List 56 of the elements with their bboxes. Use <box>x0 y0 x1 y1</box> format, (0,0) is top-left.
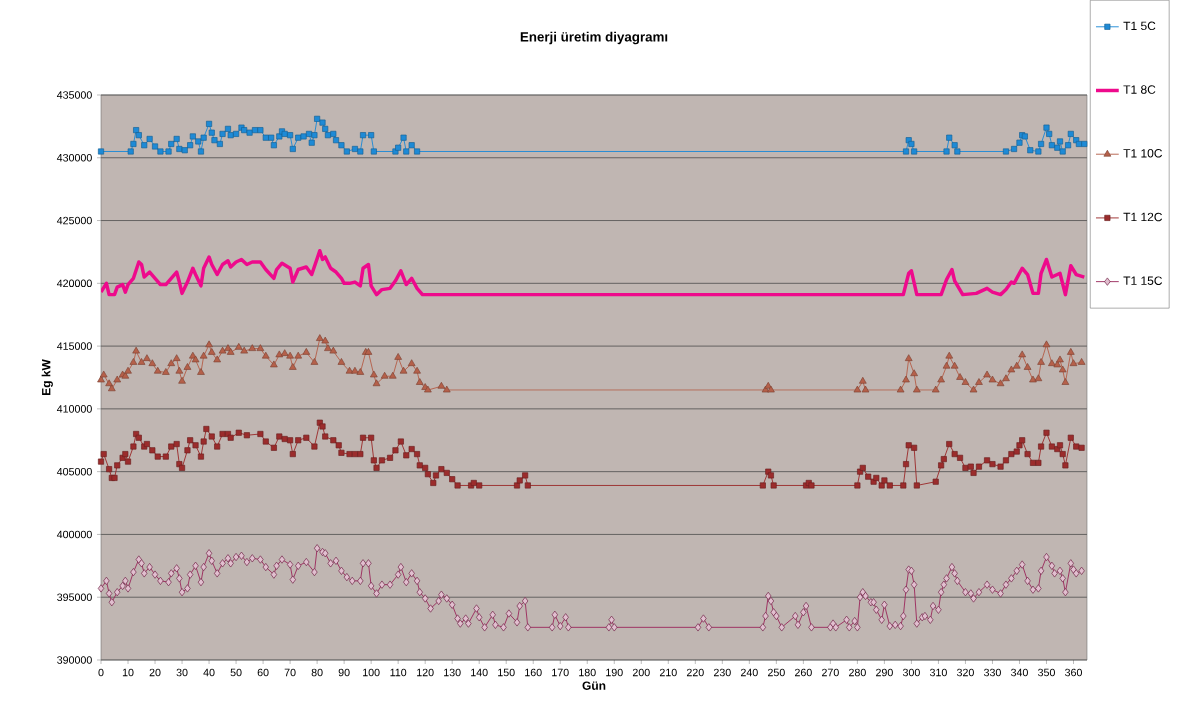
x-tick-label: 260 <box>795 668 812 677</box>
x-tick-label: 10 <box>122 668 134 677</box>
x-tick-label: 130 <box>444 668 461 677</box>
x-tick-label: 350 <box>1037 668 1055 677</box>
legend-label: T1 12C <box>1123 212 1163 222</box>
x-tick-label: 280 <box>849 668 866 677</box>
x-tick-label: 90 <box>338 668 350 677</box>
line-series <box>101 248 1087 297</box>
x-tick-label: 360 <box>1065 668 1082 677</box>
y-tick-label: 425000 <box>56 216 92 225</box>
x-tick-label: 160 <box>525 668 542 677</box>
y-tick-label: 395000 <box>57 593 92 601</box>
x-tick-label: 200 <box>632 668 650 677</box>
x-tick-label: 0 <box>98 668 104 677</box>
x-tick-label: 270 <box>822 668 839 677</box>
x-tick-label: 240 <box>740 668 758 677</box>
x-tick-label: 150 <box>498 668 515 677</box>
y-tick-label: 415000 <box>56 342 92 350</box>
x-tick-label: 100 <box>363 668 380 677</box>
x-tick-label: 30 <box>176 668 188 677</box>
x-tick-label: 230 <box>713 668 731 677</box>
y-tick-label: 390000 <box>57 656 92 664</box>
legend-label: T1 8C <box>1123 85 1156 94</box>
y-tick-label: 405000 <box>56 467 92 476</box>
x-tick-label: 190 <box>606 668 623 677</box>
x-tick-label: 80 <box>311 668 323 677</box>
x-tick-label: 120 <box>417 668 434 677</box>
y-tick-label: 410000 <box>56 405 92 413</box>
x-axis-title: Gün <box>582 681 606 690</box>
y-tick-label: 420000 <box>56 279 92 288</box>
x-tick-label: 290 <box>876 668 893 677</box>
x-tick-label: 340 <box>1010 668 1028 677</box>
x-tick-label: 180 <box>579 668 596 677</box>
y-axis-title: Eg kW <box>41 359 53 396</box>
x-tick-label: 20 <box>149 668 161 677</box>
legend-label: T1 15C <box>1123 276 1163 285</box>
y-tick-label: 435000 <box>56 91 92 99</box>
x-tick-label: 110 <box>390 668 407 677</box>
x-tick-label: 140 <box>471 668 488 677</box>
chart-title: Enerji üretim diyagramı <box>520 31 668 45</box>
y-tick-label: 400000 <box>56 530 92 539</box>
legend-label: T1 5C <box>1123 21 1156 31</box>
legend-label: T1 10C <box>1123 149 1163 158</box>
x-tick-label: 70 <box>284 668 296 677</box>
x-tick-label: 330 <box>983 668 1001 677</box>
x-tick-label: 50 <box>230 668 242 677</box>
x-tick-label: 320 <box>956 668 974 677</box>
x-tick-label: 300 <box>902 668 920 677</box>
x-tick-label: 310 <box>929 668 947 677</box>
x-tick-label: 250 <box>767 668 785 677</box>
y-tick-label: 430000 <box>56 153 92 162</box>
x-tick-label: 220 <box>686 668 704 677</box>
x-tick-label: 60 <box>257 668 269 677</box>
x-tick-label: 170 <box>552 668 569 677</box>
x-tick-label: 210 <box>659 668 677 677</box>
x-tick-label: 40 <box>203 668 215 677</box>
